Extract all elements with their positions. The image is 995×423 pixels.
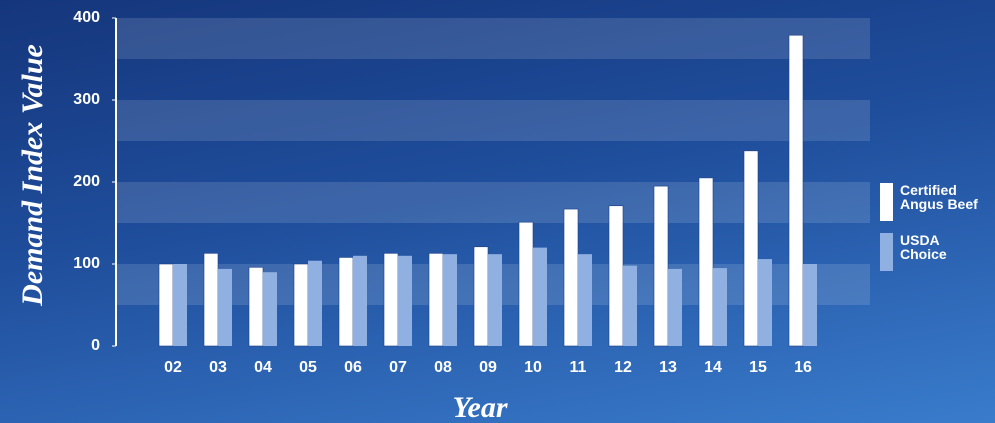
x-tick-label: 12: [614, 359, 632, 376]
x-tick-label: 07: [389, 359, 407, 376]
bar: [533, 247, 547, 346]
bar: [743, 150, 759, 347]
bar: [428, 253, 444, 347]
band: [116, 100, 870, 141]
y-tick-label: 200: [73, 173, 100, 190]
bar: [473, 246, 489, 347]
y-tick-label: 100: [73, 255, 100, 272]
x-tick-label: 16: [794, 359, 812, 376]
bar: [623, 265, 637, 346]
bar: [488, 254, 502, 346]
y-tick-label: 400: [73, 9, 100, 26]
bar: [803, 264, 817, 346]
bar: [383, 253, 399, 347]
bar: [518, 221, 534, 347]
bar: [608, 205, 624, 347]
legend-item: USDA Choice: [880, 233, 980, 271]
bar: [218, 268, 232, 346]
bar: [788, 34, 804, 347]
bar: [713, 268, 727, 346]
legend-swatch: [880, 233, 893, 271]
y-tick-label: 300: [73, 91, 100, 108]
legend-item: Certified Angus Beef: [880, 183, 980, 221]
bar: [308, 260, 322, 346]
bar: [248, 266, 264, 347]
y-axis-title: Demand Index Value: [16, 44, 49, 307]
y-tick-label: 0: [91, 337, 100, 354]
bar: [563, 208, 579, 347]
bar: [203, 253, 219, 347]
x-tick-label: 05: [299, 359, 317, 376]
legend-label: Certified Angus Beef: [900, 182, 978, 212]
x-tick-label: 15: [749, 359, 767, 376]
bar: [263, 272, 277, 346]
bar: [698, 177, 714, 347]
bar: [758, 259, 772, 346]
bar: [353, 255, 367, 346]
x-tick-label: 03: [209, 359, 227, 376]
x-tick-label: 09: [479, 359, 497, 376]
bar: [653, 185, 669, 347]
legend: Certified Angus Beef USDA Choice: [880, 183, 980, 283]
x-tick-label: 04: [254, 359, 272, 376]
x-tick-label: 06: [344, 359, 362, 376]
bar: [173, 264, 187, 346]
x-axis-title: Year: [453, 391, 508, 423]
x-tick-label: 11: [570, 359, 587, 376]
bar: [578, 254, 592, 346]
bar: [398, 255, 412, 346]
x-tick-label: 13: [659, 359, 677, 376]
bar: [668, 268, 682, 346]
x-tick-label: 14: [704, 359, 722, 376]
x-tick-label: 10: [524, 359, 542, 376]
bar: [443, 254, 457, 346]
bar: [338, 257, 354, 347]
band: [116, 18, 870, 59]
x-tick-label: 08: [434, 359, 452, 376]
legend-label: USDA Choice: [900, 232, 947, 262]
bar: [158, 263, 174, 347]
bar: [293, 263, 309, 347]
legend-swatch: [880, 183, 893, 221]
x-tick-label: 02: [164, 359, 182, 376]
